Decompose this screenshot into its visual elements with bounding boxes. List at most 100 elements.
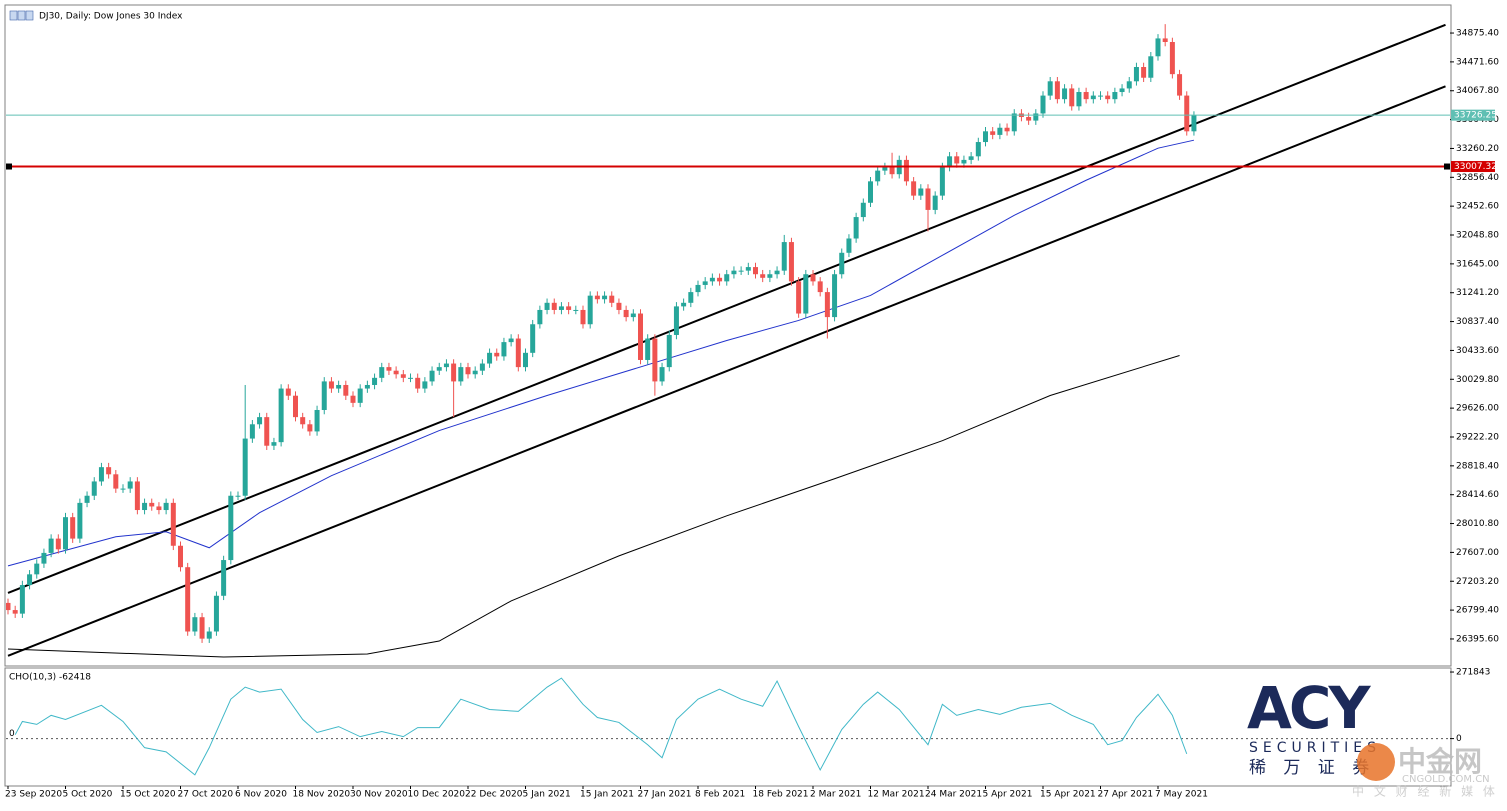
price-level-box bbox=[1451, 109, 1495, 121]
level-handle bbox=[6, 163, 12, 170]
candle-body bbox=[947, 156, 953, 168]
candle-body bbox=[264, 417, 270, 446]
candle-body bbox=[1090, 95, 1096, 100]
price-level-box bbox=[1451, 161, 1495, 173]
y-tick-label: 28818.40 bbox=[1456, 461, 1499, 471]
candle-body bbox=[551, 302, 557, 310]
candle-body bbox=[846, 238, 852, 253]
candle-body bbox=[860, 202, 866, 218]
candle-body bbox=[788, 242, 794, 282]
candle-body bbox=[961, 159, 967, 164]
candle-body bbox=[465, 367, 471, 375]
candle-body bbox=[170, 502, 176, 546]
x-tick-label: 23 Sep 2020 bbox=[5, 790, 62, 800]
candle-body bbox=[645, 338, 651, 360]
candle-body bbox=[659, 367, 665, 382]
x-tick-label: 5 Apr 2021 bbox=[983, 790, 1033, 800]
candle-body bbox=[875, 170, 881, 182]
candle-body bbox=[997, 127, 1003, 135]
osc-zero-label: 0 bbox=[9, 729, 15, 739]
candle-body bbox=[731, 270, 737, 275]
candle-body bbox=[257, 417, 263, 425]
candle-body bbox=[1184, 95, 1190, 132]
candle-body bbox=[968, 156, 974, 160]
candle-body bbox=[113, 474, 119, 489]
candle-body bbox=[630, 313, 636, 318]
candle-body bbox=[501, 342, 507, 357]
candle-body bbox=[566, 306, 572, 310]
candle-body bbox=[983, 131, 988, 143]
candle-body bbox=[745, 267, 751, 271]
candle-body bbox=[673, 306, 679, 335]
candle-body bbox=[573, 309, 579, 311]
main-layer bbox=[6, 23, 1446, 658]
y-tick-label: 33260.20 bbox=[1456, 144, 1499, 154]
candle-body bbox=[1047, 81, 1053, 96]
candle-body bbox=[515, 338, 521, 368]
candle-body bbox=[55, 538, 61, 550]
candle-body bbox=[975, 142, 981, 157]
logo-cn: 稀 万 证 券 bbox=[1249, 758, 1375, 778]
candle-body bbox=[70, 517, 76, 539]
candle-body bbox=[19, 585, 25, 614]
candle-body bbox=[523, 352, 528, 368]
candle-body bbox=[242, 438, 248, 496]
candle-body bbox=[939, 167, 945, 196]
candle-body bbox=[911, 181, 917, 196]
candle-body bbox=[328, 381, 334, 389]
candle-body bbox=[271, 442, 277, 446]
indicator-line bbox=[7, 85, 1446, 657]
candle-body bbox=[422, 381, 428, 389]
candle-body bbox=[868, 181, 873, 203]
chart-icon bbox=[9, 10, 34, 21]
candle-body bbox=[796, 281, 802, 314]
candle-body bbox=[1040, 95, 1046, 114]
x-tick-label: 27 Oct 2020 bbox=[178, 790, 234, 800]
logo-sub: SECURITIES bbox=[1249, 740, 1381, 756]
candle-body bbox=[34, 563, 40, 575]
candle-body bbox=[134, 481, 140, 511]
candle-body bbox=[652, 338, 658, 382]
candle-body bbox=[199, 617, 205, 639]
indicator-line bbox=[7, 23, 1446, 594]
candle-body bbox=[221, 560, 227, 596]
candle-body bbox=[544, 302, 550, 310]
candle-body bbox=[695, 284, 701, 293]
candle-body bbox=[379, 367, 385, 378]
candle-body bbox=[1133, 67, 1139, 82]
candle-body bbox=[954, 156, 960, 164]
candle-body bbox=[458, 367, 464, 382]
candle-body bbox=[479, 363, 485, 371]
x-tick-label: 27 Jan 2021 bbox=[638, 790, 692, 800]
x-tick-label: 6 Nov 2020 bbox=[235, 790, 287, 800]
candle-body bbox=[1141, 67, 1147, 78]
candle-body bbox=[558, 306, 564, 310]
watermark-slogan: 中 文 财 经 新 媒 体 bbox=[1352, 784, 1498, 799]
osc-tick-label: 0 bbox=[1456, 734, 1462, 744]
candle-body bbox=[278, 388, 284, 443]
price-level-label: 33007.32 bbox=[1454, 162, 1497, 172]
candle-body bbox=[594, 295, 600, 300]
candle-body bbox=[163, 502, 169, 511]
candle-body bbox=[41, 552, 47, 564]
x-tick-label: 10 Dec 2020 bbox=[408, 790, 466, 800]
candle-body bbox=[1083, 92, 1089, 100]
watermark-icon bbox=[1357, 743, 1395, 781]
candle-body bbox=[472, 370, 478, 375]
candle-body bbox=[1126, 81, 1132, 89]
y-tick-label: 29222.20 bbox=[1456, 432, 1499, 442]
candle-body bbox=[530, 324, 536, 353]
candle-body bbox=[681, 302, 687, 307]
candle-body bbox=[429, 370, 435, 382]
candle-body bbox=[774, 270, 780, 275]
candle-body bbox=[400, 374, 406, 378]
candle-body bbox=[249, 424, 255, 439]
y-tick-label: 32856.40 bbox=[1456, 173, 1499, 183]
candle-body bbox=[537, 309, 543, 325]
candle-body bbox=[48, 538, 54, 553]
candle-body bbox=[293, 395, 298, 418]
candle-body bbox=[889, 167, 895, 175]
y-tick-label: 34471.60 bbox=[1456, 57, 1499, 67]
candle-body bbox=[738, 270, 744, 272]
oscillator-panel bbox=[4, 667, 1452, 787]
